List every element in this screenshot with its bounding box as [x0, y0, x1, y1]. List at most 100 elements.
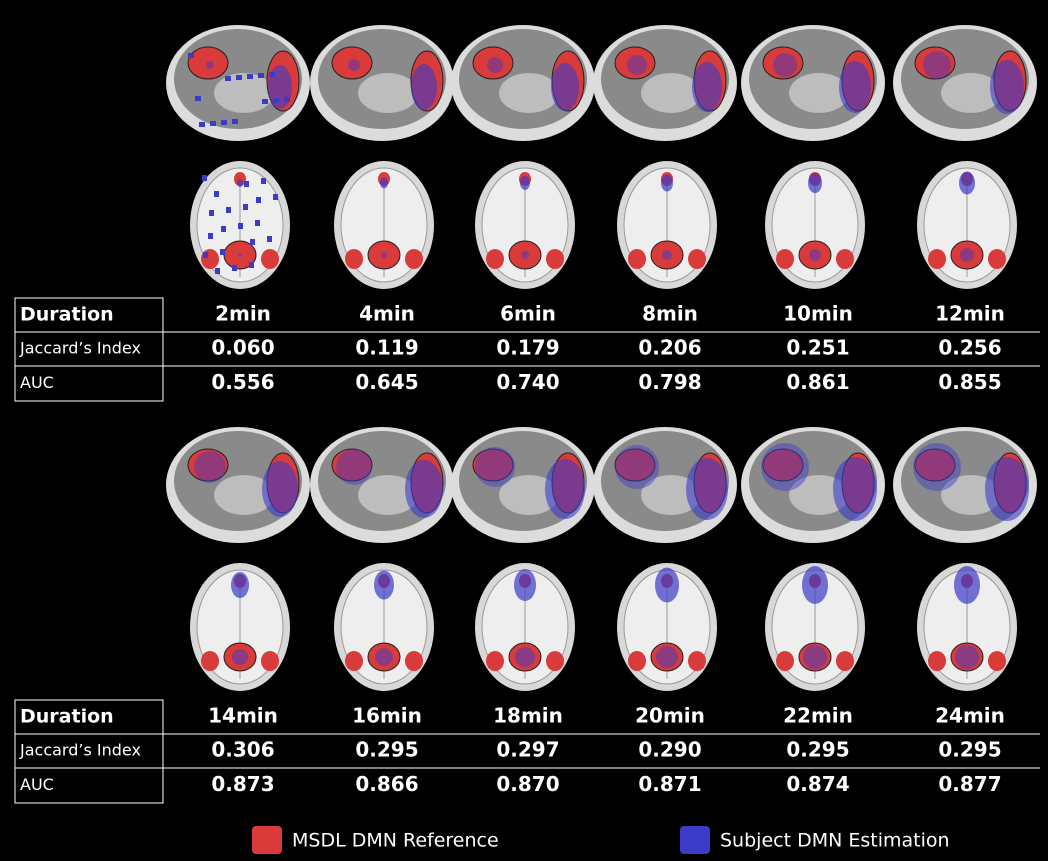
parietal-r — [405, 651, 423, 671]
metric-value: 0.297 — [496, 738, 559, 762]
estimate — [802, 566, 828, 604]
duration: 14min — [208, 704, 278, 728]
noise — [210, 121, 216, 126]
estimate — [615, 445, 659, 489]
estimate — [374, 571, 394, 600]
noise — [225, 76, 231, 81]
duration: 18min — [493, 704, 563, 728]
parietal-r — [688, 651, 706, 671]
metric-value: 0.206 — [638, 336, 701, 360]
noise — [267, 236, 272, 242]
metric-value: 0.179 — [496, 336, 559, 360]
axial-slice — [475, 161, 575, 289]
estimate — [833, 457, 877, 521]
metric-value: 0.740 — [496, 370, 559, 394]
axial-slice — [334, 563, 434, 691]
noise — [247, 74, 253, 79]
metric-value: 0.295 — [786, 738, 849, 762]
parietal-r — [546, 651, 564, 671]
parietal-l — [486, 249, 504, 269]
estimate — [686, 458, 728, 520]
sagittal-slice — [741, 427, 885, 543]
brain-inner — [214, 73, 274, 113]
estimate — [475, 447, 515, 487]
metric-value: 0.871 — [638, 772, 701, 796]
metric-value: 0.861 — [786, 370, 849, 394]
parietal-l — [486, 651, 504, 671]
metric-value: 0.306 — [211, 738, 274, 762]
parietal-l — [776, 249, 794, 269]
estimate — [960, 248, 974, 262]
duration: 10min — [783, 302, 853, 326]
parietal-l — [928, 651, 946, 671]
sagittal-slice — [166, 427, 310, 543]
metric-value: 0.060 — [211, 336, 274, 360]
metric-value: 0.870 — [496, 772, 559, 796]
estimate — [551, 63, 579, 111]
noise — [221, 120, 227, 125]
parietal-l — [776, 651, 794, 671]
parietal-l — [928, 249, 946, 269]
estimate — [268, 65, 292, 109]
sagittal-slice — [310, 427, 454, 543]
figure: Duration2min4min6min8min10min12minJaccar… — [0, 0, 1048, 861]
estimate — [985, 457, 1029, 521]
noise — [188, 53, 194, 58]
noise — [203, 252, 208, 258]
estimate — [231, 572, 249, 598]
estimate — [627, 55, 647, 75]
axial-slice — [190, 161, 290, 289]
metric-value: 0.877 — [938, 772, 1001, 796]
metric-value: 0.119 — [355, 336, 418, 360]
noise — [284, 97, 290, 102]
legend-swatch — [680, 826, 710, 854]
estimate — [262, 461, 298, 517]
noise — [202, 175, 207, 181]
axial-slice — [190, 563, 290, 691]
noise — [261, 178, 266, 184]
estimate — [375, 648, 393, 666]
noise — [232, 119, 238, 124]
sagittal-slice — [893, 25, 1037, 141]
estimate — [954, 566, 980, 604]
sagittal-slice — [593, 25, 737, 141]
row-label: Jaccard’s Index — [19, 741, 141, 760]
duration: 24min — [935, 704, 1005, 728]
estimate — [809, 249, 821, 261]
sagittal-slice — [593, 427, 737, 543]
parietal-l — [345, 249, 363, 269]
axial-slice — [917, 161, 1017, 289]
duration: 16min — [352, 704, 422, 728]
parietal-r — [261, 249, 279, 269]
parietal-r — [405, 249, 423, 269]
noise — [249, 262, 254, 268]
noise — [221, 226, 226, 232]
estimate — [520, 176, 530, 190]
noise — [262, 99, 268, 104]
metric-value: 0.798 — [638, 370, 701, 394]
duration: 8min — [642, 302, 698, 326]
estimate — [348, 59, 360, 71]
estimate — [803, 645, 827, 669]
estimate — [206, 61, 214, 69]
estimate — [692, 62, 722, 112]
metric-value: 0.295 — [938, 738, 1001, 762]
sagittal-slice — [741, 25, 885, 141]
estimate — [656, 646, 678, 668]
estimate — [913, 443, 961, 491]
metric-value: 0.645 — [355, 370, 418, 394]
axial-slice — [617, 563, 717, 691]
metric-value: 0.874 — [786, 772, 849, 796]
estimate — [545, 459, 585, 519]
axial-slice — [765, 563, 865, 691]
noise — [195, 96, 201, 101]
parietal-l — [345, 651, 363, 671]
noise — [250, 239, 255, 245]
noise — [256, 197, 261, 203]
parietal-l — [201, 651, 219, 671]
estimate — [662, 250, 672, 260]
noise — [244, 181, 249, 187]
sagittal-slice — [451, 427, 595, 543]
noise — [238, 223, 243, 229]
estimate — [655, 568, 679, 603]
